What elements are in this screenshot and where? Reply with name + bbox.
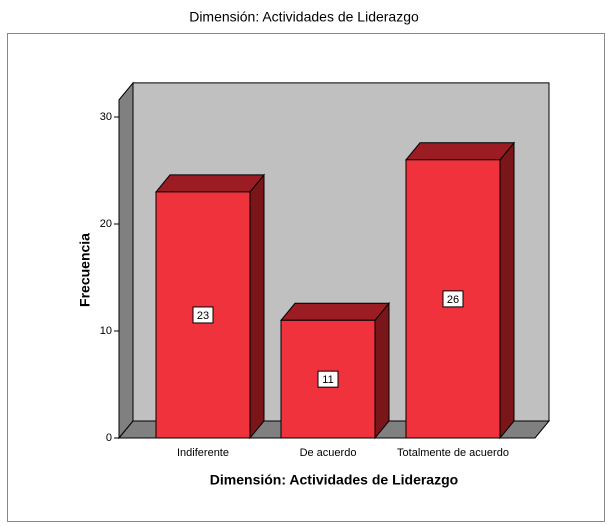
y-axis-title: Frecuencia — [77, 233, 93, 307]
x-tick-label: Indiferente — [177, 447, 229, 459]
bar: 23 — [154, 173, 266, 440]
y-tick-label: 20 — [100, 218, 112, 230]
x-axis-title: Dimensión: Actividades de Liderazgo — [210, 472, 458, 488]
bar-top — [154, 174, 266, 193]
bar-top — [279, 302, 391, 321]
chart-title: Dimensión: Actividades de Liderazgo — [189, 9, 419, 25]
y-tick-label: 10 — [100, 325, 112, 337]
data-label: 11 — [322, 374, 333, 386]
y-tick-label: 0 — [106, 432, 112, 444]
bar-side — [249, 173, 265, 440]
data-label: 26 — [447, 294, 459, 306]
bar-side — [499, 141, 515, 440]
data-label: 23 — [197, 310, 209, 322]
y-tick-label: 30 — [100, 111, 112, 123]
bar: 26 — [404, 141, 516, 440]
left-wall — [118, 81, 134, 440]
bar-side — [374, 301, 390, 440]
data-label-box — [442, 290, 464, 308]
bar-top — [404, 142, 516, 161]
x-tick-label: Totalmente de acuerdo — [397, 447, 509, 459]
data-label-box — [317, 370, 339, 388]
x-tick-label: De acuerdo — [300, 447, 357, 459]
data-label-box — [192, 306, 214, 324]
bar: 11 — [279, 301, 391, 440]
